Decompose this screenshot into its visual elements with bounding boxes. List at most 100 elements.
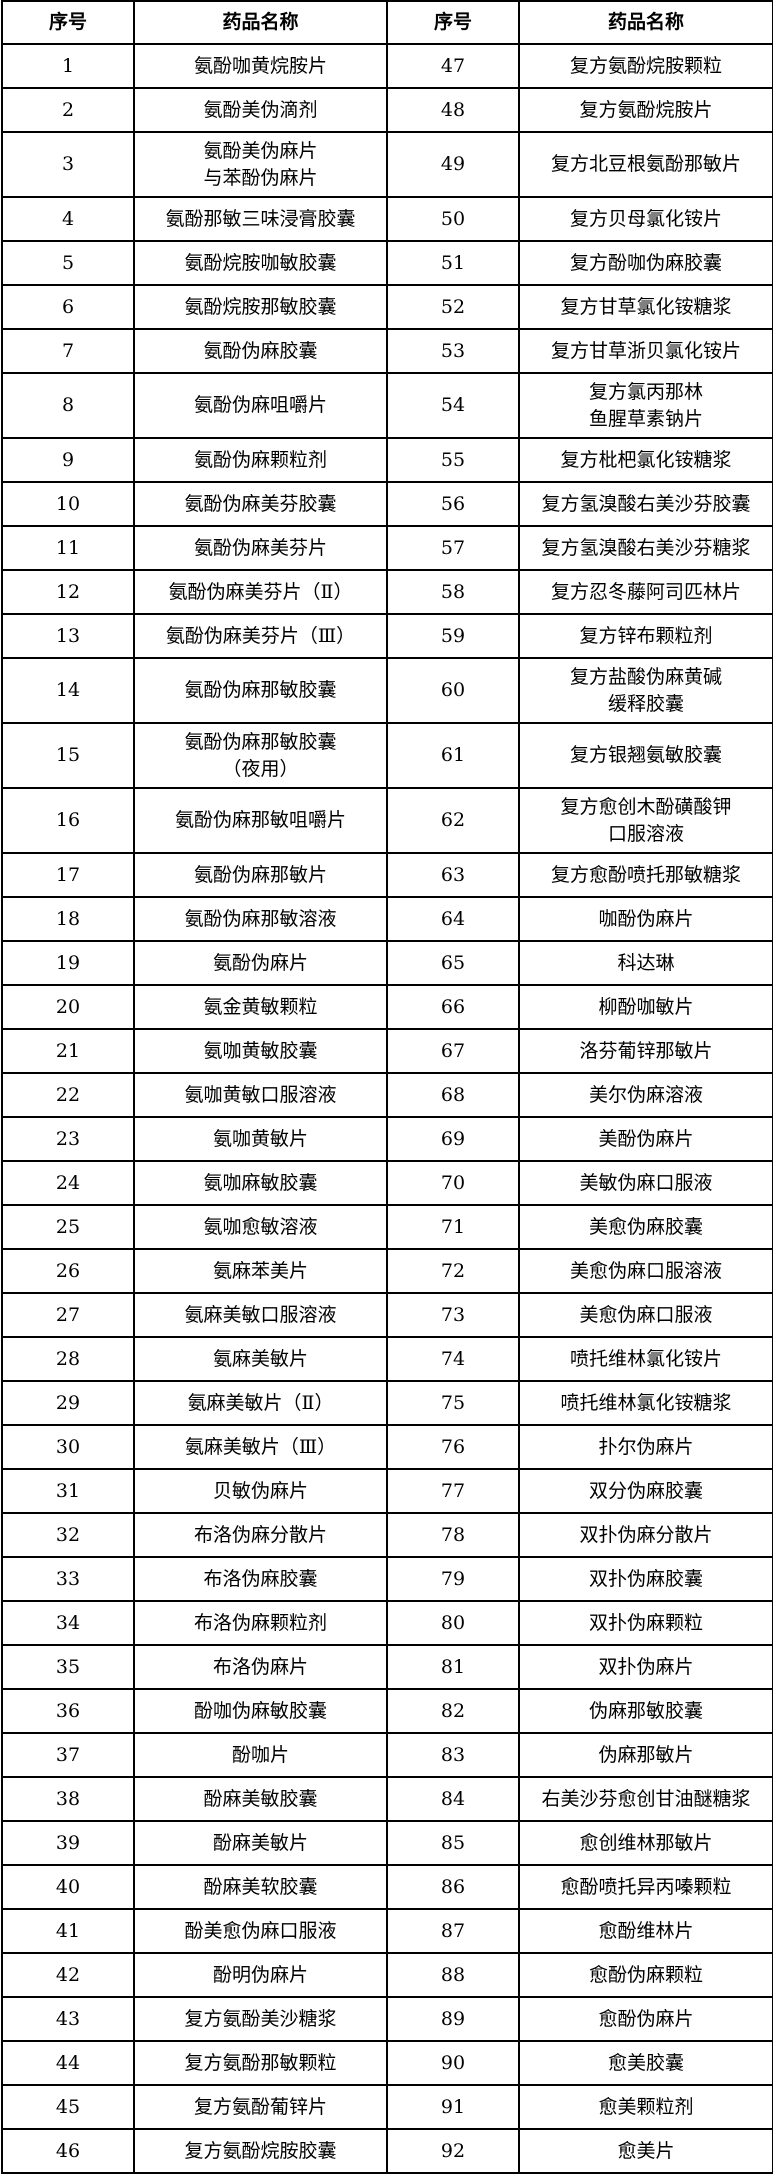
serial-cell: 40 — [1, 1864, 135, 1910]
drug-name-cell: 氨咖黄敏胶囊 — [133, 1028, 388, 1074]
table-row: 46 复方氨酚烷胺胶囊 92 愈美片 — [1, 2128, 773, 2174]
table-row: 7 氨酚伪麻胶囊 53 复方甘草浙贝氯化铵片 — [1, 328, 773, 374]
serial-cell: 18 — [1, 896, 135, 942]
serial-cell: 83 — [386, 1732, 520, 1778]
serial-cell: 5 — [1, 240, 135, 286]
table-row: 32 布洛伪麻分散片 78 双扑伪麻分散片 — [1, 1512, 773, 1558]
drug-name-cell: 酚咖伪麻敏胶囊 — [133, 1688, 388, 1734]
serial-cell: 79 — [386, 1556, 520, 1602]
drug-name-cell: 氨酚美伪滴剂 — [133, 87, 388, 133]
header-serial-right: 序号 — [386, 0, 520, 45]
serial-cell: 57 — [386, 525, 520, 571]
table-row: 13 氨酚伪麻美芬片（Ⅲ） 59 复方锌布颗粒剂 — [1, 613, 773, 659]
serial-cell: 66 — [386, 984, 520, 1030]
serial-cell: 89 — [386, 1996, 520, 2042]
drug-name-cell: 氨咖麻敏胶囊 — [133, 1160, 388, 1206]
drug-name-cell: 布洛伪麻颗粒剂 — [133, 1600, 388, 1646]
drug-name-cell: 氨酚伪麻美芬胶囊 — [133, 481, 388, 527]
table-row: 39 酚麻美敏片 85 愈创维林那敏片 — [1, 1820, 773, 1866]
serial-cell: 7 — [1, 328, 135, 374]
table-header-row: 序号 药品名称 序号 药品名称 — [1, 0, 773, 45]
drug-name-cell: 美愈伪麻胶囊 — [518, 1204, 773, 1250]
drug-name-cell: 洛芬葡锌那敏片 — [518, 1028, 773, 1074]
table-row: 20 氨金黄敏颗粒 66 柳酚咖敏片 — [1, 984, 773, 1030]
drug-name-cell: 愈美片 — [518, 2128, 773, 2174]
drug-name-cell: 氨酚伪麻那敏溶液 — [133, 896, 388, 942]
drug-name-cell: 氨麻美敏片 — [133, 1336, 388, 1382]
drug-name-cell: 氨酚伪麻胶囊 — [133, 328, 388, 374]
table-body: 1 氨酚咖黄烷胺片 47 复方氨酚烷胺颗粒 2 氨酚美伪滴剂 48 复方氨酚烷胺片 3 氨酚美伪麻… — [1, 43, 773, 2174]
drug-name-cell: 氨酚伪麻片 — [133, 940, 388, 986]
serial-cell: 74 — [386, 1336, 520, 1382]
drug-name-cell: 复方盐酸伪麻黄碱 缓释胶囊 — [518, 657, 773, 724]
drug-name-cell: 伪麻那敏胶囊 — [518, 1688, 773, 1734]
serial-cell: 19 — [1, 940, 135, 986]
serial-cell: 87 — [386, 1908, 520, 1954]
drug-name-cell: 复方忍冬藤阿司匹林片 — [518, 569, 773, 615]
serial-cell: 76 — [386, 1424, 520, 1470]
table-row: 33 布洛伪麻胶囊 79 双扑伪麻胶囊 — [1, 1556, 773, 1602]
table-row: 30 氨麻美敏片（Ⅲ） 76 扑尔伪麻片 — [1, 1424, 773, 1470]
serial-cell: 39 — [1, 1820, 135, 1866]
drug-name-cell: 复方愈酚喷托那敏糖浆 — [518, 852, 773, 898]
drug-name-cell: 复方甘草浙贝氯化铵片 — [518, 328, 773, 374]
table-row: 11 氨酚伪麻美芬片 57 复方氢溴酸右美沙芬糖浆 — [1, 525, 773, 571]
serial-cell: 8 — [1, 372, 135, 439]
table-row: 24 氨咖麻敏胶囊 70 美敏伪麻口服液 — [1, 1160, 773, 1206]
drug-name-cell: 双扑伪麻分散片 — [518, 1512, 773, 1558]
serial-cell: 30 — [1, 1424, 135, 1470]
table-row: 23 氨咖黄敏片 69 美酚伪麻片 — [1, 1116, 773, 1162]
serial-cell: 48 — [386, 87, 520, 133]
drug-name-cell: 复方氨酚葡锌片 — [133, 2084, 388, 2130]
drug-name-cell: 氨金黄敏颗粒 — [133, 984, 388, 1030]
drug-name-cell: 复方酚咖伪麻胶囊 — [518, 240, 773, 286]
drug-name-cell: 氨酚烷胺咖敏胶囊 — [133, 240, 388, 286]
drug-name-cell: 氨酚伪麻那敏咀嚼片 — [133, 787, 388, 854]
serial-cell: 92 — [386, 2128, 520, 2174]
table-row: 34 布洛伪麻颗粒剂 80 双扑伪麻颗粒 — [1, 1600, 773, 1646]
serial-cell: 72 — [386, 1248, 520, 1294]
serial-cell: 58 — [386, 569, 520, 615]
table-row: 40 酚麻美软胶囊 86 愈酚喷托异丙嗪颗粒 — [1, 1864, 773, 1910]
serial-cell: 51 — [386, 240, 520, 286]
drug-name-cell: 复方氢溴酸右美沙芬糖浆 — [518, 525, 773, 571]
serial-cell: 4 — [1, 196, 135, 242]
drug-name-cell: 愈酚伪麻颗粒 — [518, 1952, 773, 1998]
table-row: 42 酚明伪麻片 88 愈酚伪麻颗粒 — [1, 1952, 773, 1998]
serial-cell: 31 — [1, 1468, 135, 1514]
serial-cell: 23 — [1, 1116, 135, 1162]
table-row: 36 酚咖伪麻敏胶囊 82 伪麻那敏胶囊 — [1, 1688, 773, 1734]
serial-cell: 6 — [1, 284, 135, 330]
drug-name-cell: 酚咖片 — [133, 1732, 388, 1778]
drug-name-cell: 氨咖黄敏口服溶液 — [133, 1072, 388, 1118]
serial-cell: 24 — [1, 1160, 135, 1206]
serial-cell: 9 — [1, 437, 135, 483]
drug-name-cell: 氨酚烷胺那敏胶囊 — [133, 284, 388, 330]
table-row: 21 氨咖黄敏胶囊 67 洛芬葡锌那敏片 — [1, 1028, 773, 1074]
table-row: 28 氨麻美敏片 74 喷托维林氯化铵片 — [1, 1336, 773, 1382]
serial-cell: 60 — [386, 657, 520, 724]
table-row: 27 氨麻美敏口服溶液 73 美愈伪麻口服液 — [1, 1292, 773, 1338]
serial-cell: 64 — [386, 896, 520, 942]
drug-name-cell: 酚明伪麻片 — [133, 1952, 388, 1998]
serial-cell: 77 — [386, 1468, 520, 1514]
table-row: 18 氨酚伪麻那敏溶液 64 咖酚伪麻片 — [1, 896, 773, 942]
serial-cell: 36 — [1, 1688, 135, 1734]
drug-name-cell: 复方北豆根氨酚那敏片 — [518, 131, 773, 198]
serial-cell: 2 — [1, 87, 135, 133]
drug-name-cell: 布洛伪麻胶囊 — [133, 1556, 388, 1602]
drug-name-cell: 伪麻那敏片 — [518, 1732, 773, 1778]
serial-cell: 20 — [1, 984, 135, 1030]
drug-name-cell: 复方氯丙那林 鱼腥草素钠片 — [518, 372, 773, 439]
table-row: 26 氨麻苯美片 72 美愈伪麻口服溶液 — [1, 1248, 773, 1294]
serial-cell: 22 — [1, 1072, 135, 1118]
table-row: 37 酚咖片 83 伪麻那敏片 — [1, 1732, 773, 1778]
drug-name-cell: 氨酚伪麻美芬片（Ⅲ） — [133, 613, 388, 659]
serial-cell: 25 — [1, 1204, 135, 1250]
drug-name-cell: 愈美颗粒剂 — [518, 2084, 773, 2130]
drug-name-cell: 氨麻美敏片（Ⅲ） — [133, 1424, 388, 1470]
serial-cell: 38 — [1, 1776, 135, 1822]
table-row: 16 氨酚伪麻那敏咀嚼片 62 复方愈创木酚磺酸钾 口服溶液 — [1, 787, 773, 854]
serial-cell: 13 — [1, 613, 135, 659]
serial-cell: 63 — [386, 852, 520, 898]
